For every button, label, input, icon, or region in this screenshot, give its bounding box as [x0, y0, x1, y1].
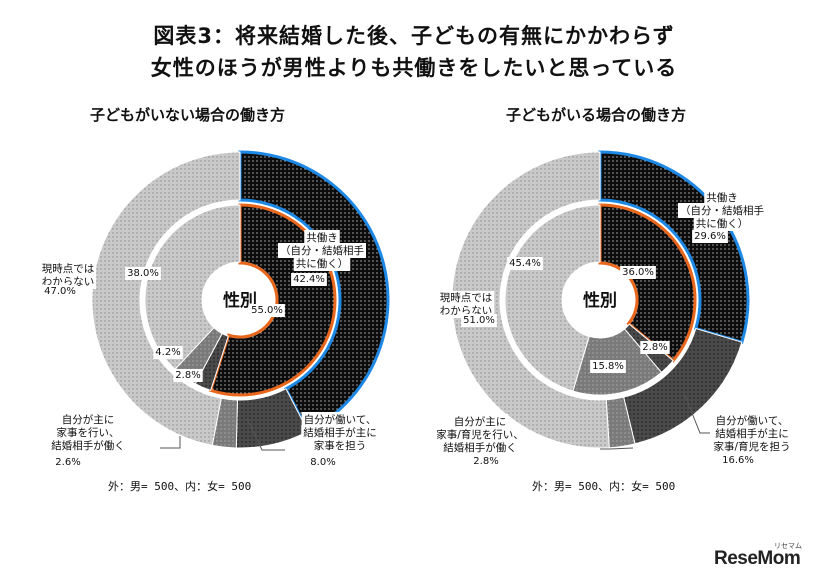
chart2-category-label-1-line-3: 共に働く）: [696, 217, 749, 230]
chart2-outer-value-1: 29.6%: [694, 231, 726, 242]
chart1-center-label: 性別: [223, 290, 257, 311]
chart2-leader-2: [683, 392, 710, 434]
chart2-center-label: 性別: [583, 290, 617, 311]
resemom-logo: ReseMom: [714, 548, 801, 569]
chart1-category-label-3-line-1: 自分が主に: [62, 413, 115, 426]
chart2-category-label-1-line-1: 共働き: [706, 191, 738, 204]
chart1-inner-value-3: 4.2%: [155, 347, 180, 358]
chart1-inner-value-4: 38.0%: [127, 268, 159, 279]
chart2-category-label-3-line-3: 結婚相手が働く: [443, 441, 517, 454]
chart2-inner-value-1: 36.0%: [622, 267, 654, 278]
chart1-category-label-2-line-1: 自分が働いて、: [304, 413, 377, 426]
chart1-outer-value-1: 42.4%: [293, 274, 325, 285]
right-chart-title: 子どもがいる場合の働き方: [506, 106, 687, 124]
chart1-inner-value-1: 55.0%: [251, 305, 283, 316]
chart2-category-label-4-line-1: 現時点では: [440, 292, 493, 304]
chart2-category-label-2-line-2: 結婚相手が主に: [715, 427, 789, 440]
chart1-outer-value-3: 2.6%: [55, 457, 80, 468]
chart2-outer-value-3: 2.8%: [473, 456, 498, 467]
chart-title-line1: 図表3：将来結婚した後、子どもの有無にかかわらず: [153, 24, 675, 48]
chart2-category-label-3-line-2: 家事/育児を行い、: [436, 428, 524, 441]
chart2-leader-3: [600, 447, 634, 450]
chart2-outer-value-2: 16.6%: [722, 455, 754, 466]
chart2-inner-slice-4: [504, 204, 601, 392]
left-sample-note: 外：男= 500、内：女= 500: [108, 480, 252, 493]
chart1-center-hole: [205, 265, 275, 335]
chart1-category-label-2-line-2: 結婚相手が主に: [303, 426, 377, 439]
chart1-category-label-4-line-1: 現時点では: [42, 263, 95, 275]
chart1-category-label-3-line-3: 結婚相手が働く: [51, 439, 125, 452]
chart2-category-label-1-line-2: （自分・結婚相手: [680, 204, 764, 217]
chart1-category-label-1-line-1: 共働き: [306, 231, 338, 244]
chart1-outer-slice-4: [91, 151, 241, 446]
chart-title-line2: 女性のほうが男性よりも共働きをしたいと思っている: [150, 56, 678, 80]
chart2-outer-highlight: [598, 150, 750, 345]
chart2-center-hole: [565, 265, 635, 335]
chart1-category-label-2-line-3: 家事を担う: [314, 439, 367, 452]
chart2-inner-value-3: 15.8%: [592, 361, 624, 372]
chart2-category-label-2-line-1: 自分が働いて、: [716, 414, 789, 427]
chart1-outer-value-2: 8.0%: [310, 457, 335, 468]
chart1-inner-slice-4: [144, 204, 241, 370]
chart1-leader-3: [160, 436, 181, 449]
chart2-outer-slice-4: [451, 151, 610, 449]
chart1-outer-value-4: 47.0%: [44, 286, 76, 297]
chart2-inner-value-2: 2.8%: [642, 342, 667, 353]
chart2-category-label-2-line-3: 家事/育児を担う: [713, 440, 790, 453]
chart1-category-label-1-line-2: （自分・結婚相手: [280, 244, 364, 257]
chart1-leader-2: [246, 417, 285, 451]
chart1-category-label-3-line-2: 家事を行い、: [57, 426, 120, 439]
left-chart-title: 子どもがいない場合の働き方: [90, 106, 286, 124]
right-sample-note: 外：男= 500、内：女= 500: [532, 480, 676, 493]
chart2-category-label-3-line-1: 自分が主に: [454, 415, 507, 428]
resemom-logo-reading: リセマム: [774, 542, 802, 550]
chart2-outer-value-4: 51.0%: [463, 315, 495, 326]
chart2-inner-value-4: 45.4%: [509, 258, 541, 269]
chart1-inner-value-2: 2.8%: [175, 370, 200, 381]
chart1-category-label-1-line-3: 共に働く）: [296, 257, 349, 270]
